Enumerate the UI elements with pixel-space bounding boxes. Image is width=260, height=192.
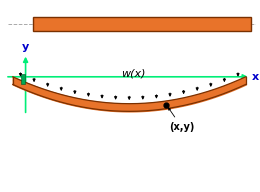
Text: x: x: [252, 72, 259, 82]
Text: y: y: [22, 42, 29, 52]
Bar: [21, 74, 24, 84]
Polygon shape: [33, 17, 251, 31]
Text: (x,y): (x,y): [168, 108, 194, 132]
Text: w(x): w(x): [121, 69, 145, 79]
